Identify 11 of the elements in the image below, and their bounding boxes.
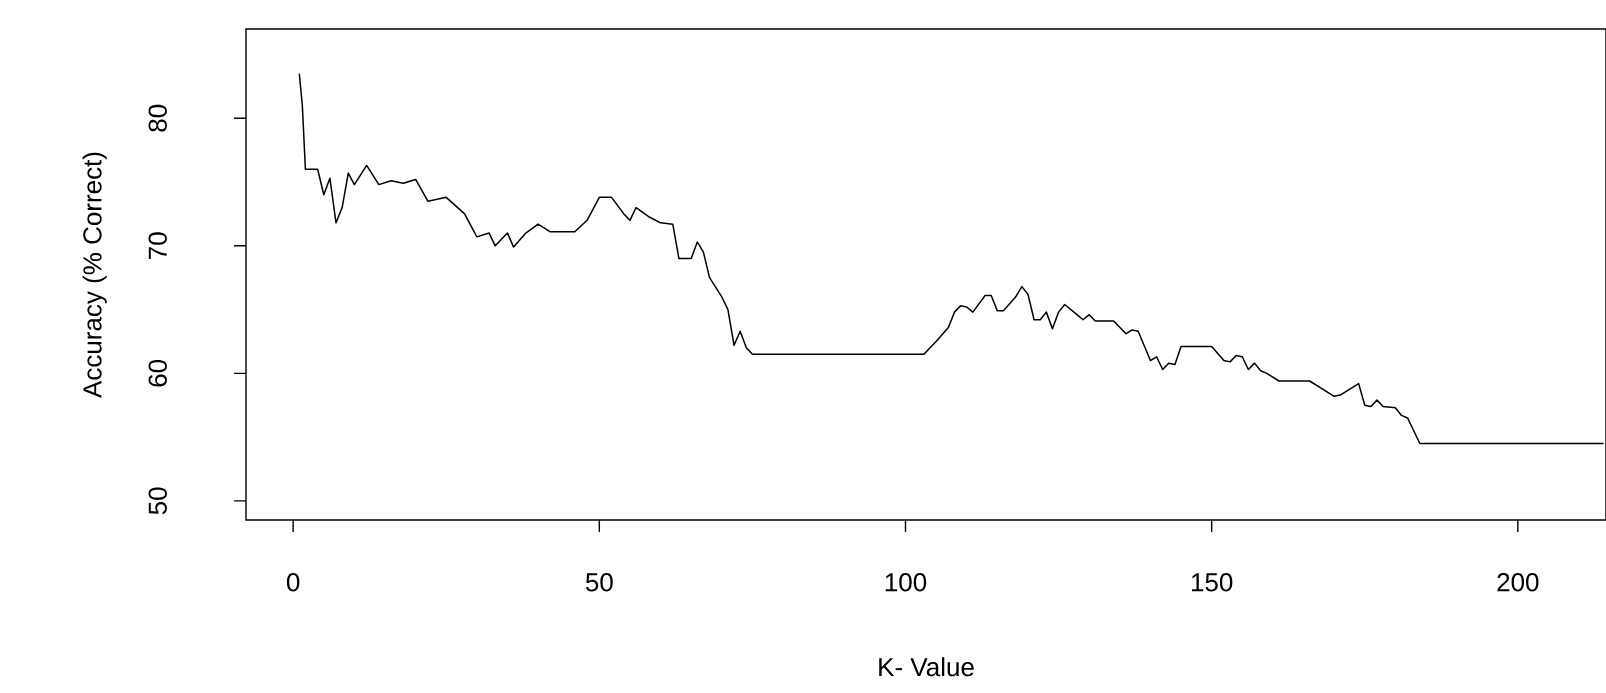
y-tick-label: 50 bbox=[148, 487, 167, 515]
x-axis-title: K- Value bbox=[879, 657, 974, 677]
x-tick-label: 100 bbox=[885, 573, 927, 592]
x-tick-label: 150 bbox=[1191, 573, 1233, 592]
y-tick-label: 80 bbox=[148, 104, 167, 132]
y-tick-label: 70 bbox=[148, 232, 167, 259]
y-axis-title: Accuracy (% Correct) bbox=[82, 152, 107, 398]
y-tick-label: 60 bbox=[148, 359, 167, 387]
x-tick-label: 200 bbox=[1497, 573, 1539, 592]
x-tick-label: 50 bbox=[585, 573, 613, 592]
x-tick-label: 0 bbox=[286, 573, 300, 592]
